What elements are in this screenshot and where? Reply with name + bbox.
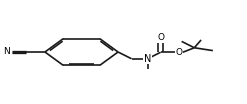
Text: O: O bbox=[157, 33, 164, 42]
Text: N: N bbox=[144, 54, 151, 64]
Text: N: N bbox=[3, 48, 10, 56]
Text: O: O bbox=[176, 48, 183, 57]
